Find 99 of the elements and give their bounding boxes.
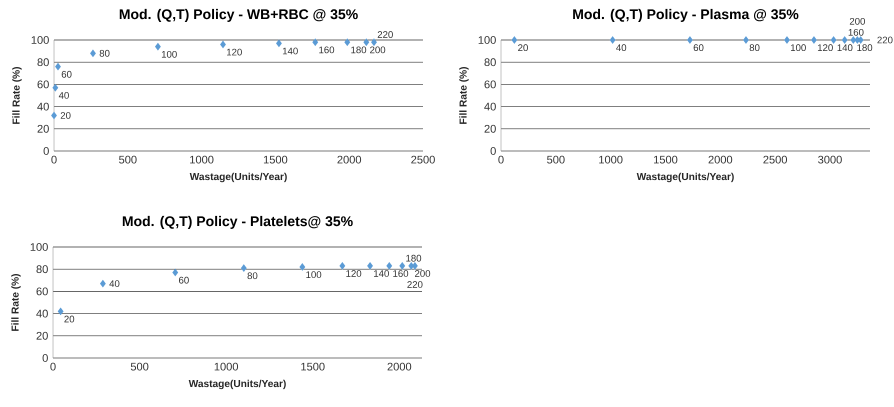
point xyxy=(371,38,377,46)
y-tick-label: 80 xyxy=(37,58,49,66)
point xyxy=(58,308,64,316)
annotation: 120 xyxy=(346,270,362,277)
y-tick-label: 100 xyxy=(478,36,496,44)
y-tick-label: 60 xyxy=(38,80,49,88)
y-axis-title: Fill Rate (%) xyxy=(11,274,21,331)
annotation: 80 xyxy=(100,50,110,57)
point xyxy=(312,38,318,46)
annotation: 140 xyxy=(282,48,298,54)
point xyxy=(172,268,178,276)
annotation: 140 xyxy=(374,270,389,277)
annotation: 180 xyxy=(406,254,422,262)
annotation: 80 xyxy=(750,44,760,52)
annotation: 40 xyxy=(616,44,626,52)
annotation: 60 xyxy=(62,70,72,78)
y-axis-title: Fill Rate (%) xyxy=(12,67,22,124)
annotation: 60 xyxy=(179,276,189,284)
y-tick-label: 60 xyxy=(36,287,48,296)
x-tick-label: 0 xyxy=(50,362,56,371)
point xyxy=(339,262,346,270)
point xyxy=(344,38,350,46)
point xyxy=(363,38,370,46)
annotation: 140 xyxy=(838,44,852,52)
y-tick-label: 20 xyxy=(38,124,49,133)
annotation: 80 xyxy=(248,272,258,280)
y-tick-label: 40 xyxy=(36,310,48,318)
point xyxy=(55,62,61,70)
x-tick-label: 500 xyxy=(547,156,565,164)
x-tick-label: 1000 xyxy=(599,156,623,164)
annotation: 20 xyxy=(60,112,71,119)
point xyxy=(220,40,226,48)
annotation: 60 xyxy=(694,44,704,52)
annotation: 100 xyxy=(306,271,322,278)
annotation: 40 xyxy=(109,280,120,288)
y-tick-label: 40 xyxy=(484,102,496,111)
annotation: 20 xyxy=(64,316,74,322)
x-tick-label: 2000 xyxy=(388,362,412,371)
chart-title: Mod. (Q,T) Policy - WB+RBC @ 35% xyxy=(120,8,358,22)
x-tick-label: 0 xyxy=(498,156,504,164)
point xyxy=(386,262,392,270)
x-tick-label: 2000 xyxy=(708,156,732,164)
point xyxy=(399,262,406,270)
y-tick-label: 100 xyxy=(30,243,48,251)
point xyxy=(52,84,58,92)
x-tick-label: 500 xyxy=(119,156,137,164)
point xyxy=(240,264,247,272)
x-tick-label: 1000 xyxy=(190,156,214,164)
annotation: 200 xyxy=(850,18,865,25)
annotation: 200 xyxy=(415,270,430,277)
annotation: 100 xyxy=(790,44,806,52)
point xyxy=(276,40,282,48)
x-tick-label: 500 xyxy=(130,362,148,371)
y-tick-label: 60 xyxy=(484,80,496,88)
y-tick-label: 20 xyxy=(484,124,496,133)
x-tick-label: 1500 xyxy=(301,362,325,371)
point xyxy=(367,262,373,270)
chart-title: Mod. (Q,T) Policy - Plasma @ 35% xyxy=(573,8,798,22)
annotation: 220 xyxy=(407,281,423,288)
point xyxy=(51,112,57,120)
annotation: 220 xyxy=(877,36,893,44)
y-tick-label: 100 xyxy=(32,36,49,44)
y-axis-title: Fill Rate (%) xyxy=(459,67,469,124)
annotation: 120 xyxy=(818,44,833,52)
annotation: 160 xyxy=(848,28,864,36)
annotation: 100 xyxy=(162,50,177,58)
point xyxy=(90,50,96,58)
annotation: 160 xyxy=(319,46,334,54)
x-tick-label: 2500 xyxy=(411,156,435,164)
annotation: 200 xyxy=(370,46,386,54)
x-tick-label: 0 xyxy=(51,156,57,164)
annotation: 120 xyxy=(227,48,242,56)
y-tick-label: 0 xyxy=(44,147,49,155)
x-axis-title: Wastage(Units/Year) xyxy=(636,172,734,182)
point xyxy=(155,42,161,50)
x-tick-label: 2000 xyxy=(337,156,362,164)
y-tick-label: 0 xyxy=(490,147,496,155)
x-tick-label: 1500 xyxy=(654,156,678,164)
annotation: 20 xyxy=(518,44,528,52)
x-axis-title: Wastage(Units/Year) xyxy=(188,380,286,390)
annotation: 160 xyxy=(393,270,408,277)
point xyxy=(100,280,106,288)
annotation: 180 xyxy=(857,44,872,52)
x-tick-label: 2500 xyxy=(763,156,788,164)
annotation: 180 xyxy=(351,46,366,54)
y-tick-label: 0 xyxy=(42,354,48,362)
x-axis-title: Wastage(Units/Year) xyxy=(190,172,287,182)
point xyxy=(299,263,306,271)
annotation: 220 xyxy=(378,31,393,38)
x-tick-label: 1500 xyxy=(264,156,288,164)
chart-title: Mod. (Q,T) Policy - Platelets@ 35% xyxy=(122,216,353,229)
x-tick-label: 3000 xyxy=(818,156,842,164)
y-tick-label: 20 xyxy=(36,332,48,340)
y-tick-label: 80 xyxy=(36,265,48,274)
y-tick-label: 80 xyxy=(484,58,496,66)
x-tick-label: 1000 xyxy=(214,362,238,371)
annotation: 40 xyxy=(58,92,69,99)
point xyxy=(412,262,418,270)
y-tick-label: 40 xyxy=(37,102,49,111)
